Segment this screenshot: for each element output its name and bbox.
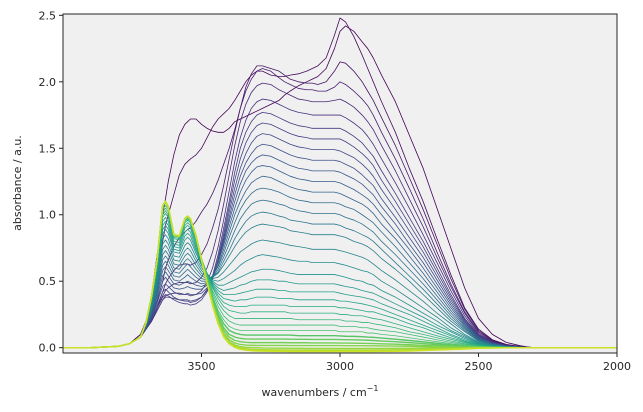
y-tick-label: 1.0 <box>39 209 57 222</box>
spectrum-line-12 <box>63 165 617 349</box>
spectrum-line-21 <box>63 224 617 349</box>
spectrum-line-16 <box>63 211 617 349</box>
spectrum-line-10 <box>63 143 617 349</box>
spectrum-line-17 <box>63 223 617 349</box>
spectrum-line-36 <box>63 200 617 353</box>
x-axis-label: wavenumbers / cm−1 <box>262 384 379 399</box>
x-tick-label: 2000 <box>603 360 631 373</box>
spectrum-line-6 <box>63 98 617 349</box>
x-axis-ticks: 3500 3000 2500 2000 <box>188 353 631 373</box>
spectrum-line-8 <box>63 122 617 349</box>
y-tick-label: 0.0 <box>39 342 57 355</box>
y-axis-label: absorbance / a.u. <box>11 135 24 231</box>
y-axis-ticks: 0.0 0.5 1.0 1.5 2.0 2.5 <box>39 9 63 355</box>
spectrum-line-23 <box>63 217 617 349</box>
spectrum-line-26 <box>63 207 617 349</box>
spectrum-line-9 <box>63 133 617 349</box>
plot-background <box>63 14 617 353</box>
spectrum-line-7 <box>63 111 617 349</box>
spectrum-line-19 <box>63 234 617 349</box>
spectrum-line-24 <box>63 213 617 349</box>
spectrum-line-22 <box>63 220 617 349</box>
spectrum-line-15 <box>63 199 617 349</box>
spectrum-line-11 <box>63 154 617 349</box>
spectrum-line-18 <box>63 239 617 349</box>
y-tick-label: 0.5 <box>39 275 57 288</box>
y-tick-label: 2.0 <box>39 76 57 89</box>
spectrum-line-13 <box>63 175 617 349</box>
x-tick-label: 3500 <box>188 360 216 373</box>
spectrum-line-1 <box>63 25 617 349</box>
series-layer <box>63 17 617 353</box>
x-tick-label: 3000 <box>326 360 354 373</box>
x-tick-label: 2500 <box>465 360 493 373</box>
y-tick-label: 2.5 <box>39 9 57 22</box>
spectrum-line-20 <box>63 228 617 349</box>
spectrum-line-14 <box>63 187 617 349</box>
y-tick-label: 1.5 <box>39 142 57 155</box>
spectrum-line-25 <box>63 210 617 349</box>
